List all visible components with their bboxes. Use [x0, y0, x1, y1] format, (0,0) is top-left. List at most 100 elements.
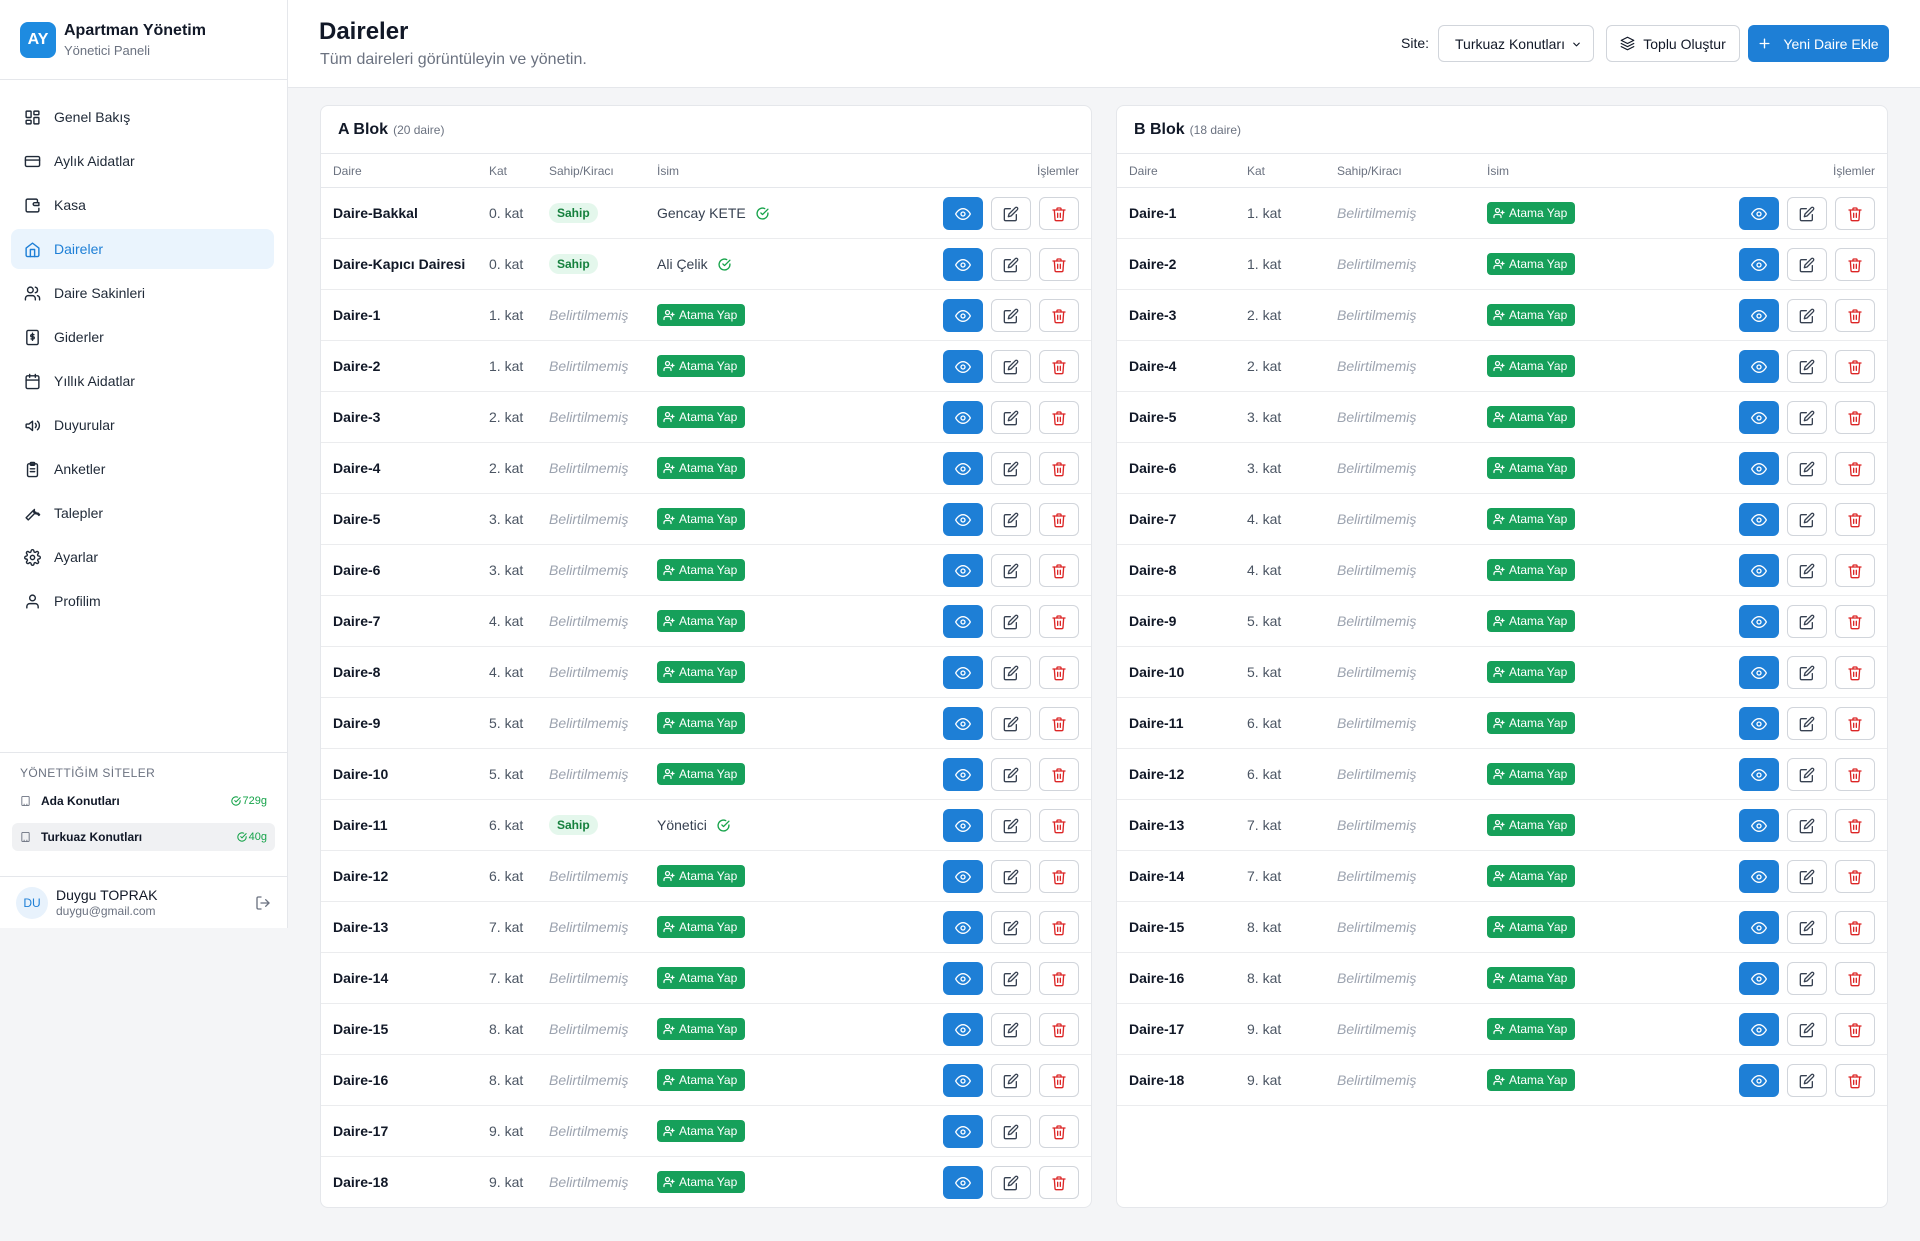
view-button[interactable]	[1739, 809, 1779, 842]
view-button[interactable]	[1739, 503, 1779, 536]
assign-button[interactable]: Atama Yap	[1487, 865, 1576, 887]
edit-button[interactable]	[1787, 401, 1827, 434]
delete-button[interactable]	[1039, 1166, 1079, 1199]
edit-button[interactable]	[1787, 1013, 1827, 1046]
delete-button[interactable]	[1835, 197, 1875, 230]
sidebar-item-aylık-aidatlar[interactable]: Aylık Aidatlar	[11, 141, 274, 181]
view-button[interactable]	[1739, 1064, 1779, 1097]
delete-button[interactable]	[1835, 554, 1875, 587]
delete-button[interactable]	[1835, 605, 1875, 638]
delete-button[interactable]	[1835, 401, 1875, 434]
edit-button[interactable]	[1787, 911, 1827, 944]
sidebar-item-talepler[interactable]: Talepler	[11, 493, 274, 533]
assign-button[interactable]: Atama Yap	[1487, 355, 1576, 377]
edit-button[interactable]	[991, 503, 1031, 536]
view-button[interactable]	[943, 503, 983, 536]
view-button[interactable]	[943, 1166, 983, 1199]
logout-icon[interactable]	[255, 895, 271, 911]
edit-button[interactable]	[1787, 554, 1827, 587]
assign-button[interactable]: Atama Yap	[1487, 559, 1576, 581]
view-button[interactable]	[943, 962, 983, 995]
delete-button[interactable]	[1039, 656, 1079, 689]
add-apartment-button[interactable]: Yeni Daire Ekle	[1748, 25, 1889, 62]
edit-button[interactable]	[991, 605, 1031, 638]
edit-button[interactable]	[991, 809, 1031, 842]
delete-button[interactable]	[1039, 452, 1079, 485]
assign-button[interactable]: Atama Yap	[657, 712, 746, 734]
edit-button[interactable]	[991, 1013, 1031, 1046]
delete-button[interactable]	[1039, 860, 1079, 893]
view-button[interactable]	[1739, 401, 1779, 434]
delete-button[interactable]	[1835, 758, 1875, 791]
edit-button[interactable]	[991, 707, 1031, 740]
assign-button[interactable]: Atama Yap	[657, 1171, 746, 1193]
view-button[interactable]	[943, 248, 983, 281]
view-button[interactable]	[943, 1064, 983, 1097]
delete-button[interactable]	[1835, 809, 1875, 842]
delete-button[interactable]	[1039, 1115, 1079, 1148]
edit-button[interactable]	[991, 1064, 1031, 1097]
view-button[interactable]	[943, 1013, 983, 1046]
edit-button[interactable]	[991, 1166, 1031, 1199]
edit-button[interactable]	[991, 248, 1031, 281]
assign-button[interactable]: Atama Yap	[657, 763, 746, 785]
edit-button[interactable]	[1787, 656, 1827, 689]
view-button[interactable]	[943, 605, 983, 638]
view-button[interactable]	[1739, 299, 1779, 332]
delete-button[interactable]	[1039, 299, 1079, 332]
assign-button[interactable]: Atama Yap	[1487, 457, 1576, 479]
edit-button[interactable]	[1787, 248, 1827, 281]
assign-button[interactable]: Atama Yap	[1487, 508, 1576, 530]
sidebar-item-yıllık-aidatlar[interactable]: Yıllık Aidatlar	[11, 361, 274, 401]
sidebar-item-anketler[interactable]: Anketler	[11, 449, 274, 489]
assign-button[interactable]: Atama Yap	[1487, 1018, 1576, 1040]
assign-button[interactable]: Atama Yap	[1487, 610, 1576, 632]
edit-button[interactable]	[1787, 758, 1827, 791]
view-button[interactable]	[943, 197, 983, 230]
assign-button[interactable]: Atama Yap	[657, 916, 746, 938]
edit-button[interactable]	[1787, 1064, 1827, 1097]
view-button[interactable]	[943, 401, 983, 434]
view-button[interactable]	[943, 758, 983, 791]
delete-button[interactable]	[1835, 911, 1875, 944]
view-button[interactable]	[943, 1115, 983, 1148]
assign-button[interactable]: Atama Yap	[657, 1018, 746, 1040]
assign-button[interactable]: Atama Yap	[1487, 763, 1576, 785]
edit-button[interactable]	[1787, 503, 1827, 536]
edit-button[interactable]	[1787, 707, 1827, 740]
view-button[interactable]	[1739, 605, 1779, 638]
view-button[interactable]	[1739, 911, 1779, 944]
sidebar-item-profilim[interactable]: Profilim	[11, 581, 274, 621]
sidebar-item-daire-sakinleri[interactable]: Daire Sakinleri	[11, 273, 274, 313]
assign-button[interactable]: Atama Yap	[1487, 304, 1576, 326]
view-button[interactable]	[1739, 860, 1779, 893]
delete-button[interactable]	[1835, 1064, 1875, 1097]
edit-button[interactable]	[1787, 809, 1827, 842]
delete-button[interactable]	[1039, 758, 1079, 791]
assign-button[interactable]: Atama Yap	[1487, 712, 1576, 734]
delete-button[interactable]	[1835, 248, 1875, 281]
view-button[interactable]	[943, 707, 983, 740]
view-button[interactable]	[1739, 554, 1779, 587]
edit-button[interactable]	[1787, 860, 1827, 893]
delete-button[interactable]	[1039, 707, 1079, 740]
edit-button[interactable]	[1787, 452, 1827, 485]
delete-button[interactable]	[1835, 503, 1875, 536]
edit-button[interactable]	[991, 911, 1031, 944]
edit-button[interactable]	[991, 452, 1031, 485]
assign-button[interactable]: Atama Yap	[657, 457, 746, 479]
view-button[interactable]	[1739, 248, 1779, 281]
delete-button[interactable]	[1039, 1013, 1079, 1046]
edit-button[interactable]	[1787, 605, 1827, 638]
edit-button[interactable]	[1787, 197, 1827, 230]
delete-button[interactable]	[1039, 554, 1079, 587]
delete-button[interactable]	[1835, 452, 1875, 485]
assign-button[interactable]: Atama Yap	[1487, 916, 1576, 938]
view-button[interactable]	[1739, 656, 1779, 689]
view-button[interactable]	[943, 452, 983, 485]
view-button[interactable]	[1739, 707, 1779, 740]
delete-button[interactable]	[1039, 809, 1079, 842]
view-button[interactable]	[1739, 452, 1779, 485]
view-button[interactable]	[1739, 350, 1779, 383]
delete-button[interactable]	[1039, 605, 1079, 638]
